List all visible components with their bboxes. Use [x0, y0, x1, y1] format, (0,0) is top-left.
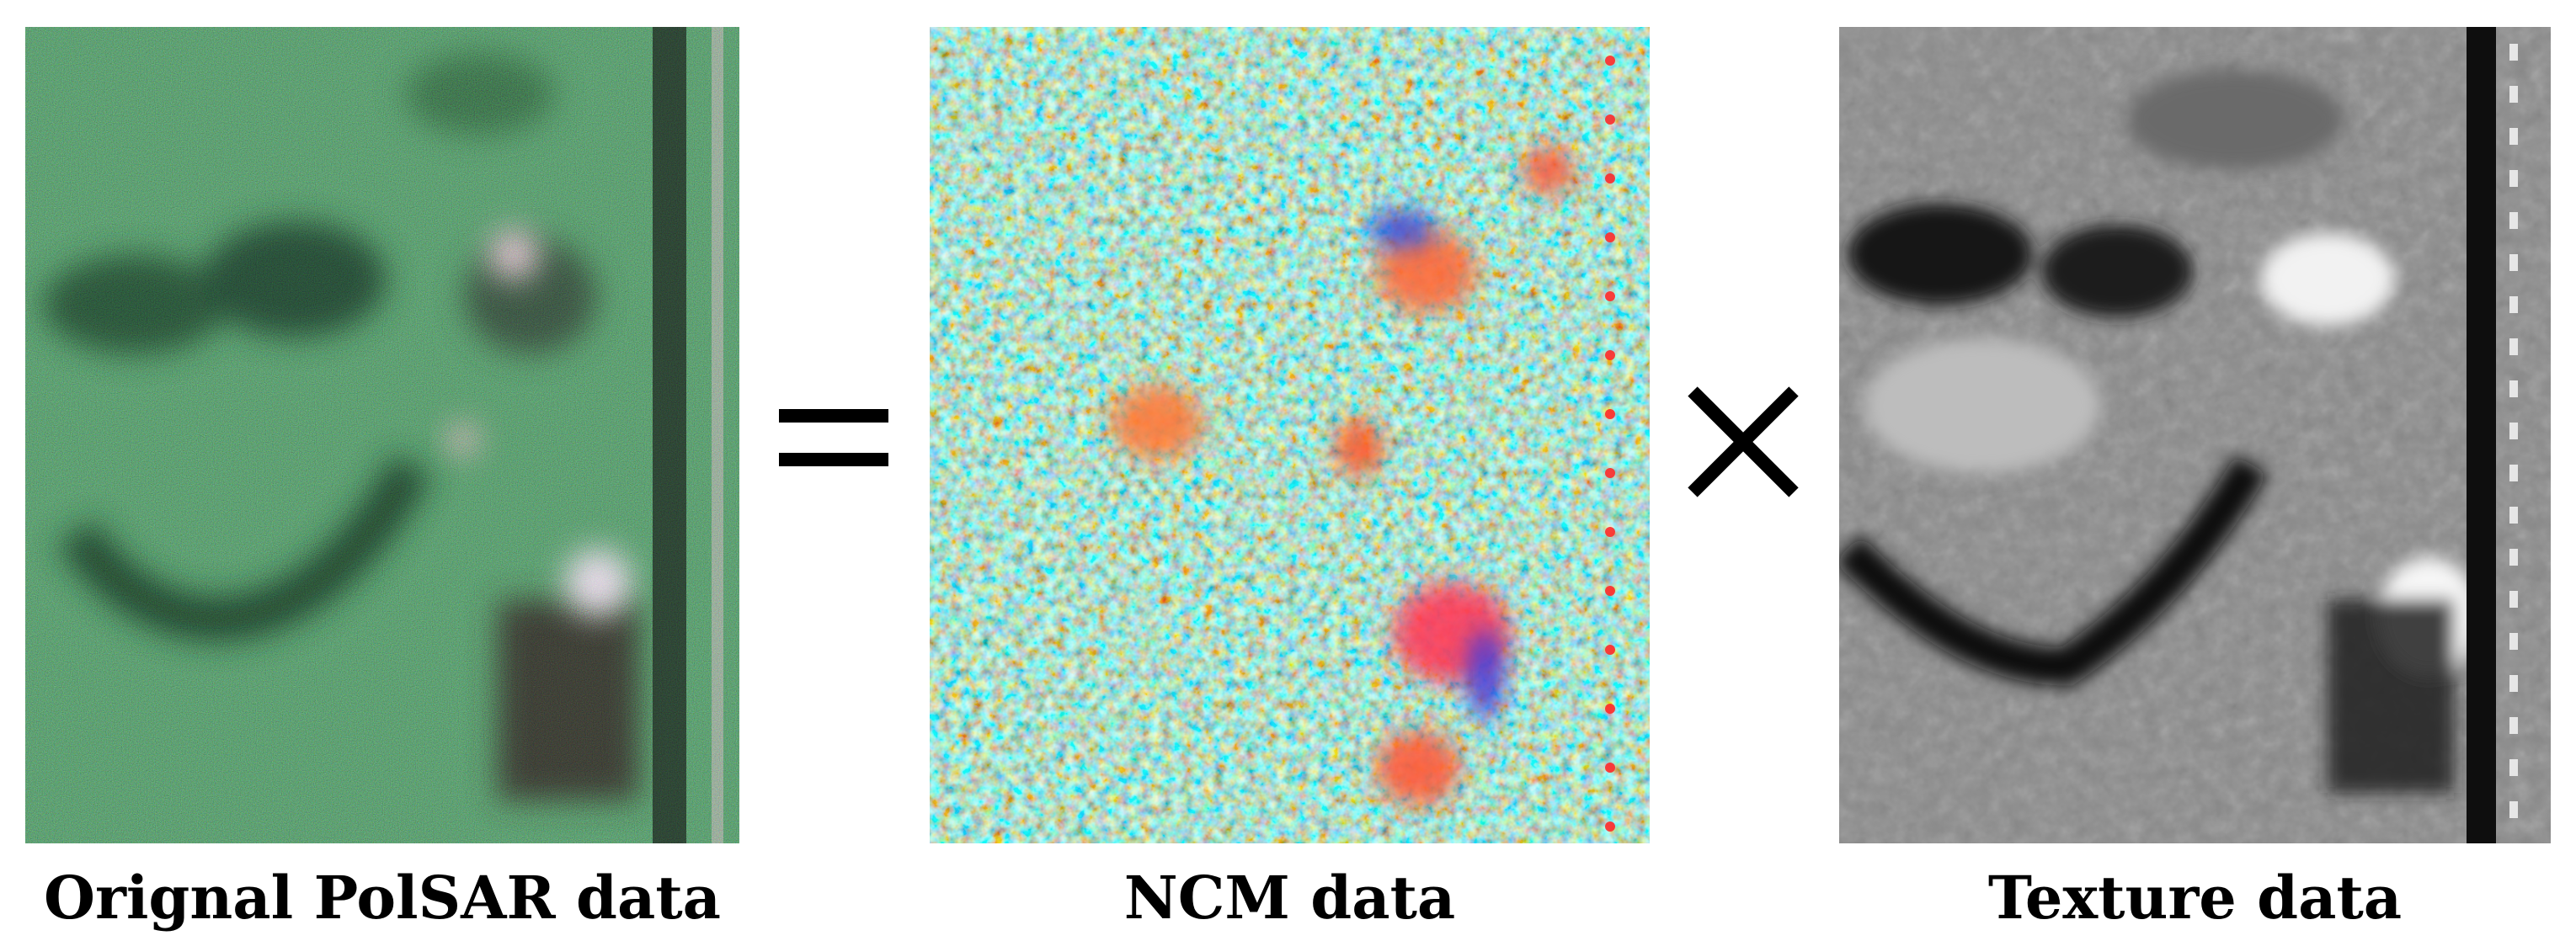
- caption-texture: Texture data: [1987, 863, 2403, 933]
- equals-icon: [779, 409, 888, 466]
- texture-image-graphic: [1839, 27, 2551, 843]
- polsar-image-graphic: [25, 27, 739, 843]
- caption-polsar: Orignal PolSAR data: [43, 863, 722, 933]
- polsar-image: [25, 27, 739, 843]
- times-icon: [1688, 386, 1799, 497]
- equals-operator: [766, 370, 901, 505]
- texture-image: [1839, 27, 2551, 843]
- ncm-image: [930, 27, 1650, 843]
- times-operator: [1672, 370, 1815, 513]
- caption-ncm: NCM data: [1123, 863, 1456, 933]
- ncm-image-graphic: [930, 27, 1650, 843]
